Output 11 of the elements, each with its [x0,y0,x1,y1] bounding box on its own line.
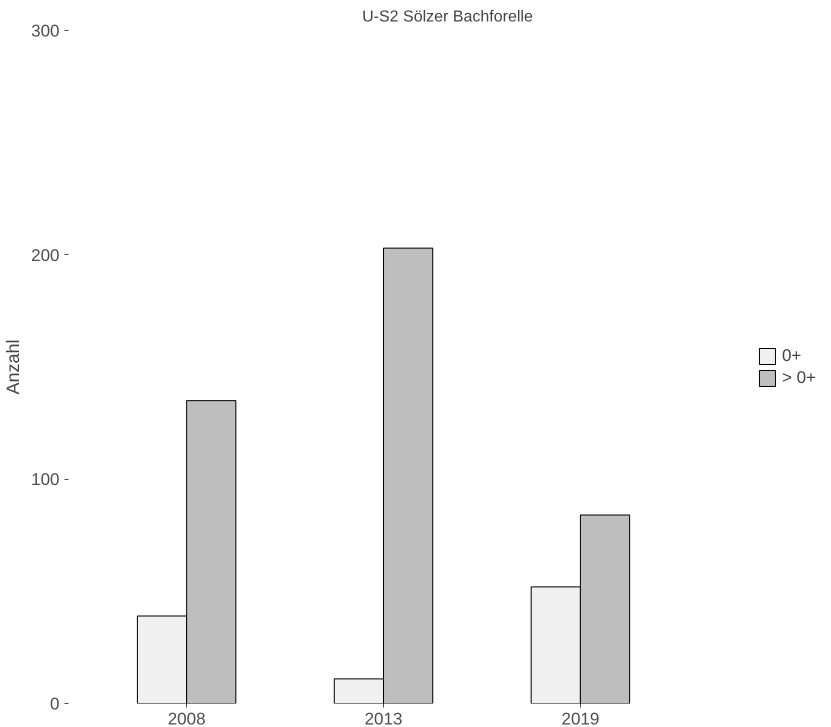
legend-label: 0+ [782,346,802,366]
legend-label: > 0+ [782,368,816,388]
y-tick-label: 300 [31,22,60,40]
y-tick-label: 100 [31,470,60,490]
y-tick-label: 0 [50,694,60,714]
x-tick-label: 2019 [561,710,600,727]
y-tick-label: 200 [31,246,60,265]
y-axis-title: Anzahl [3,339,24,395]
chart-title: U-S2 Sölzer Bachforelle [362,8,533,26]
x-tick-label: 2013 [364,710,402,727]
x-tick-label: 2008 [168,710,206,727]
